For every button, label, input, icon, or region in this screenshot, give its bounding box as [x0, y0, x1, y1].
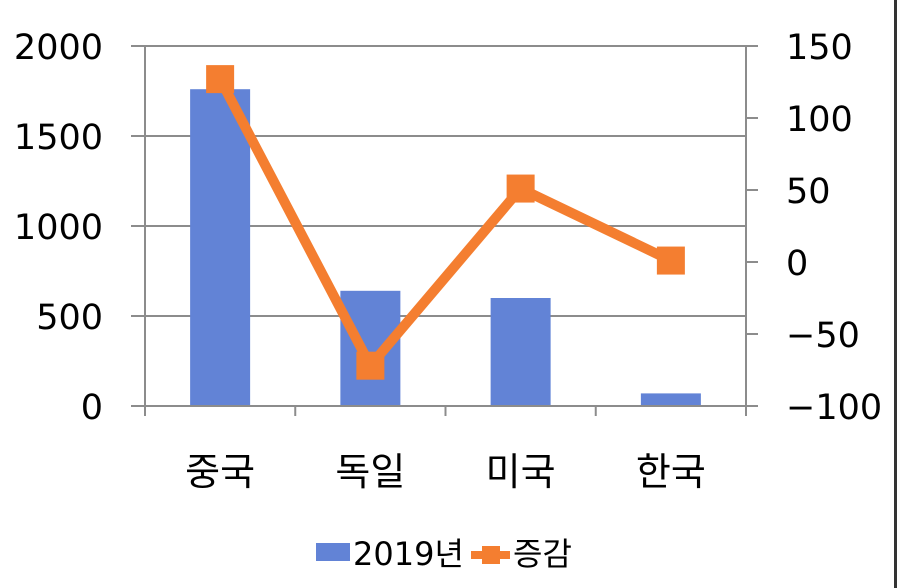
bar — [640, 393, 701, 406]
line-marker — [506, 174, 535, 203]
legend-swatch-marker — [482, 546, 500, 564]
right-tick-label: 0 — [786, 244, 808, 284]
line-series — [206, 65, 685, 380]
bar — [190, 89, 251, 406]
right-axis-ticks: −100 −50 0 50 100 150 — [786, 28, 882, 428]
change-line — [215, 76, 674, 371]
category-label: 중국 — [185, 450, 255, 494]
legend-swatch-bar — [316, 543, 350, 561]
line-marker — [356, 351, 385, 380]
right-tick-label: −100 — [786, 388, 882, 428]
right-tick-label: −50 — [786, 316, 860, 356]
category-labels: 중국 독일 미국 한국 — [185, 450, 706, 494]
legend-label-line: 증감 — [513, 535, 572, 573]
bar — [490, 298, 551, 406]
category-label: 독일 — [335, 450, 405, 494]
left-tick-label: 500 — [36, 298, 103, 338]
right-tick-label: 50 — [786, 172, 831, 212]
left-axis-ticks: 0 500 1000 1500 2000 — [14, 28, 103, 428]
left-tick-label: 1500 — [14, 118, 103, 158]
legend-label-bar: 2019년 — [353, 535, 464, 573]
right-tick-label: 100 — [786, 100, 853, 140]
legend: 2019년 증감 — [316, 535, 572, 573]
line-marker — [206, 65, 235, 94]
category-label: 미국 — [486, 450, 556, 494]
right-tick-label: 150 — [786, 28, 853, 68]
line-marker — [656, 246, 685, 275]
frame-border — [894, 0, 897, 588]
bar-series — [190, 89, 701, 406]
left-tick-label: 0 — [81, 388, 103, 428]
left-tick-label: 1000 — [14, 208, 103, 248]
left-tick-label: 2000 — [14, 28, 103, 68]
category-label: 한국 — [636, 450, 706, 494]
axes — [131, 45, 758, 416]
